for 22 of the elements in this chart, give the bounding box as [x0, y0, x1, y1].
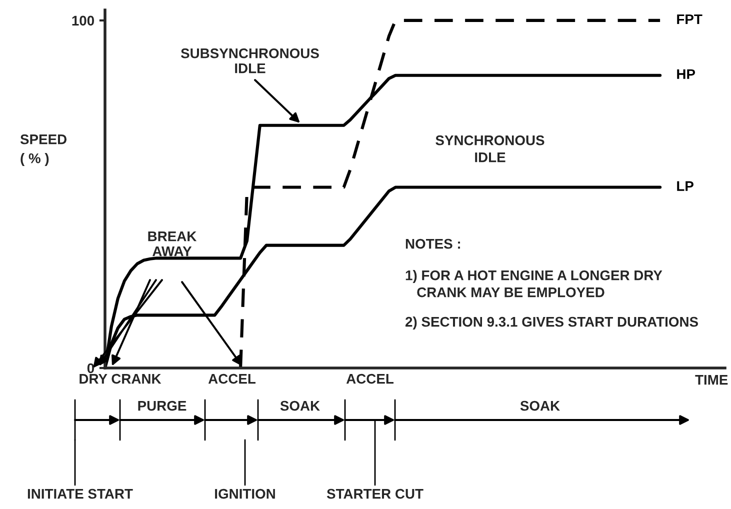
annotation: BREAK AWAY	[148, 232, 197, 256]
text: INITIATE START	[28, 488, 133, 499]
y-tick-label: 0	[87, 363, 94, 374]
series-label: HP	[677, 69, 696, 79]
annotation: NOTES :	[406, 238, 460, 249]
annotation: SUBSYNCHRONOUS IDLE	[180, 48, 319, 74]
series-label: FPT	[677, 14, 702, 24]
annotation: 1) FOR A HOT ENGINE A LONGER DRY CRANK MAY BE EMPLOYED	[406, 270, 662, 298]
text: ACCEL	[208, 374, 256, 384]
y-tick-label: 100	[72, 16, 94, 26]
text: SOAK	[280, 400, 320, 411]
text: PURGE	[138, 400, 186, 411]
text: IGNITION	[215, 488, 275, 499]
x-axis-title: TIME	[695, 375, 728, 385]
text: ACCEL	[346, 374, 394, 384]
text: DRY CRANK	[80, 374, 162, 384]
annotation: 2) SECTION 9.3.1 GIVES START DURATIONS	[405, 316, 698, 330]
series-label: LP	[677, 181, 694, 191]
text: STARTER CUT	[326, 488, 424, 499]
annotation: SYNCHRONOUS IDLE	[436, 135, 544, 162]
text: SOAK	[520, 400, 560, 411]
y-axis-title: SPEED ( % )	[20, 134, 66, 166]
